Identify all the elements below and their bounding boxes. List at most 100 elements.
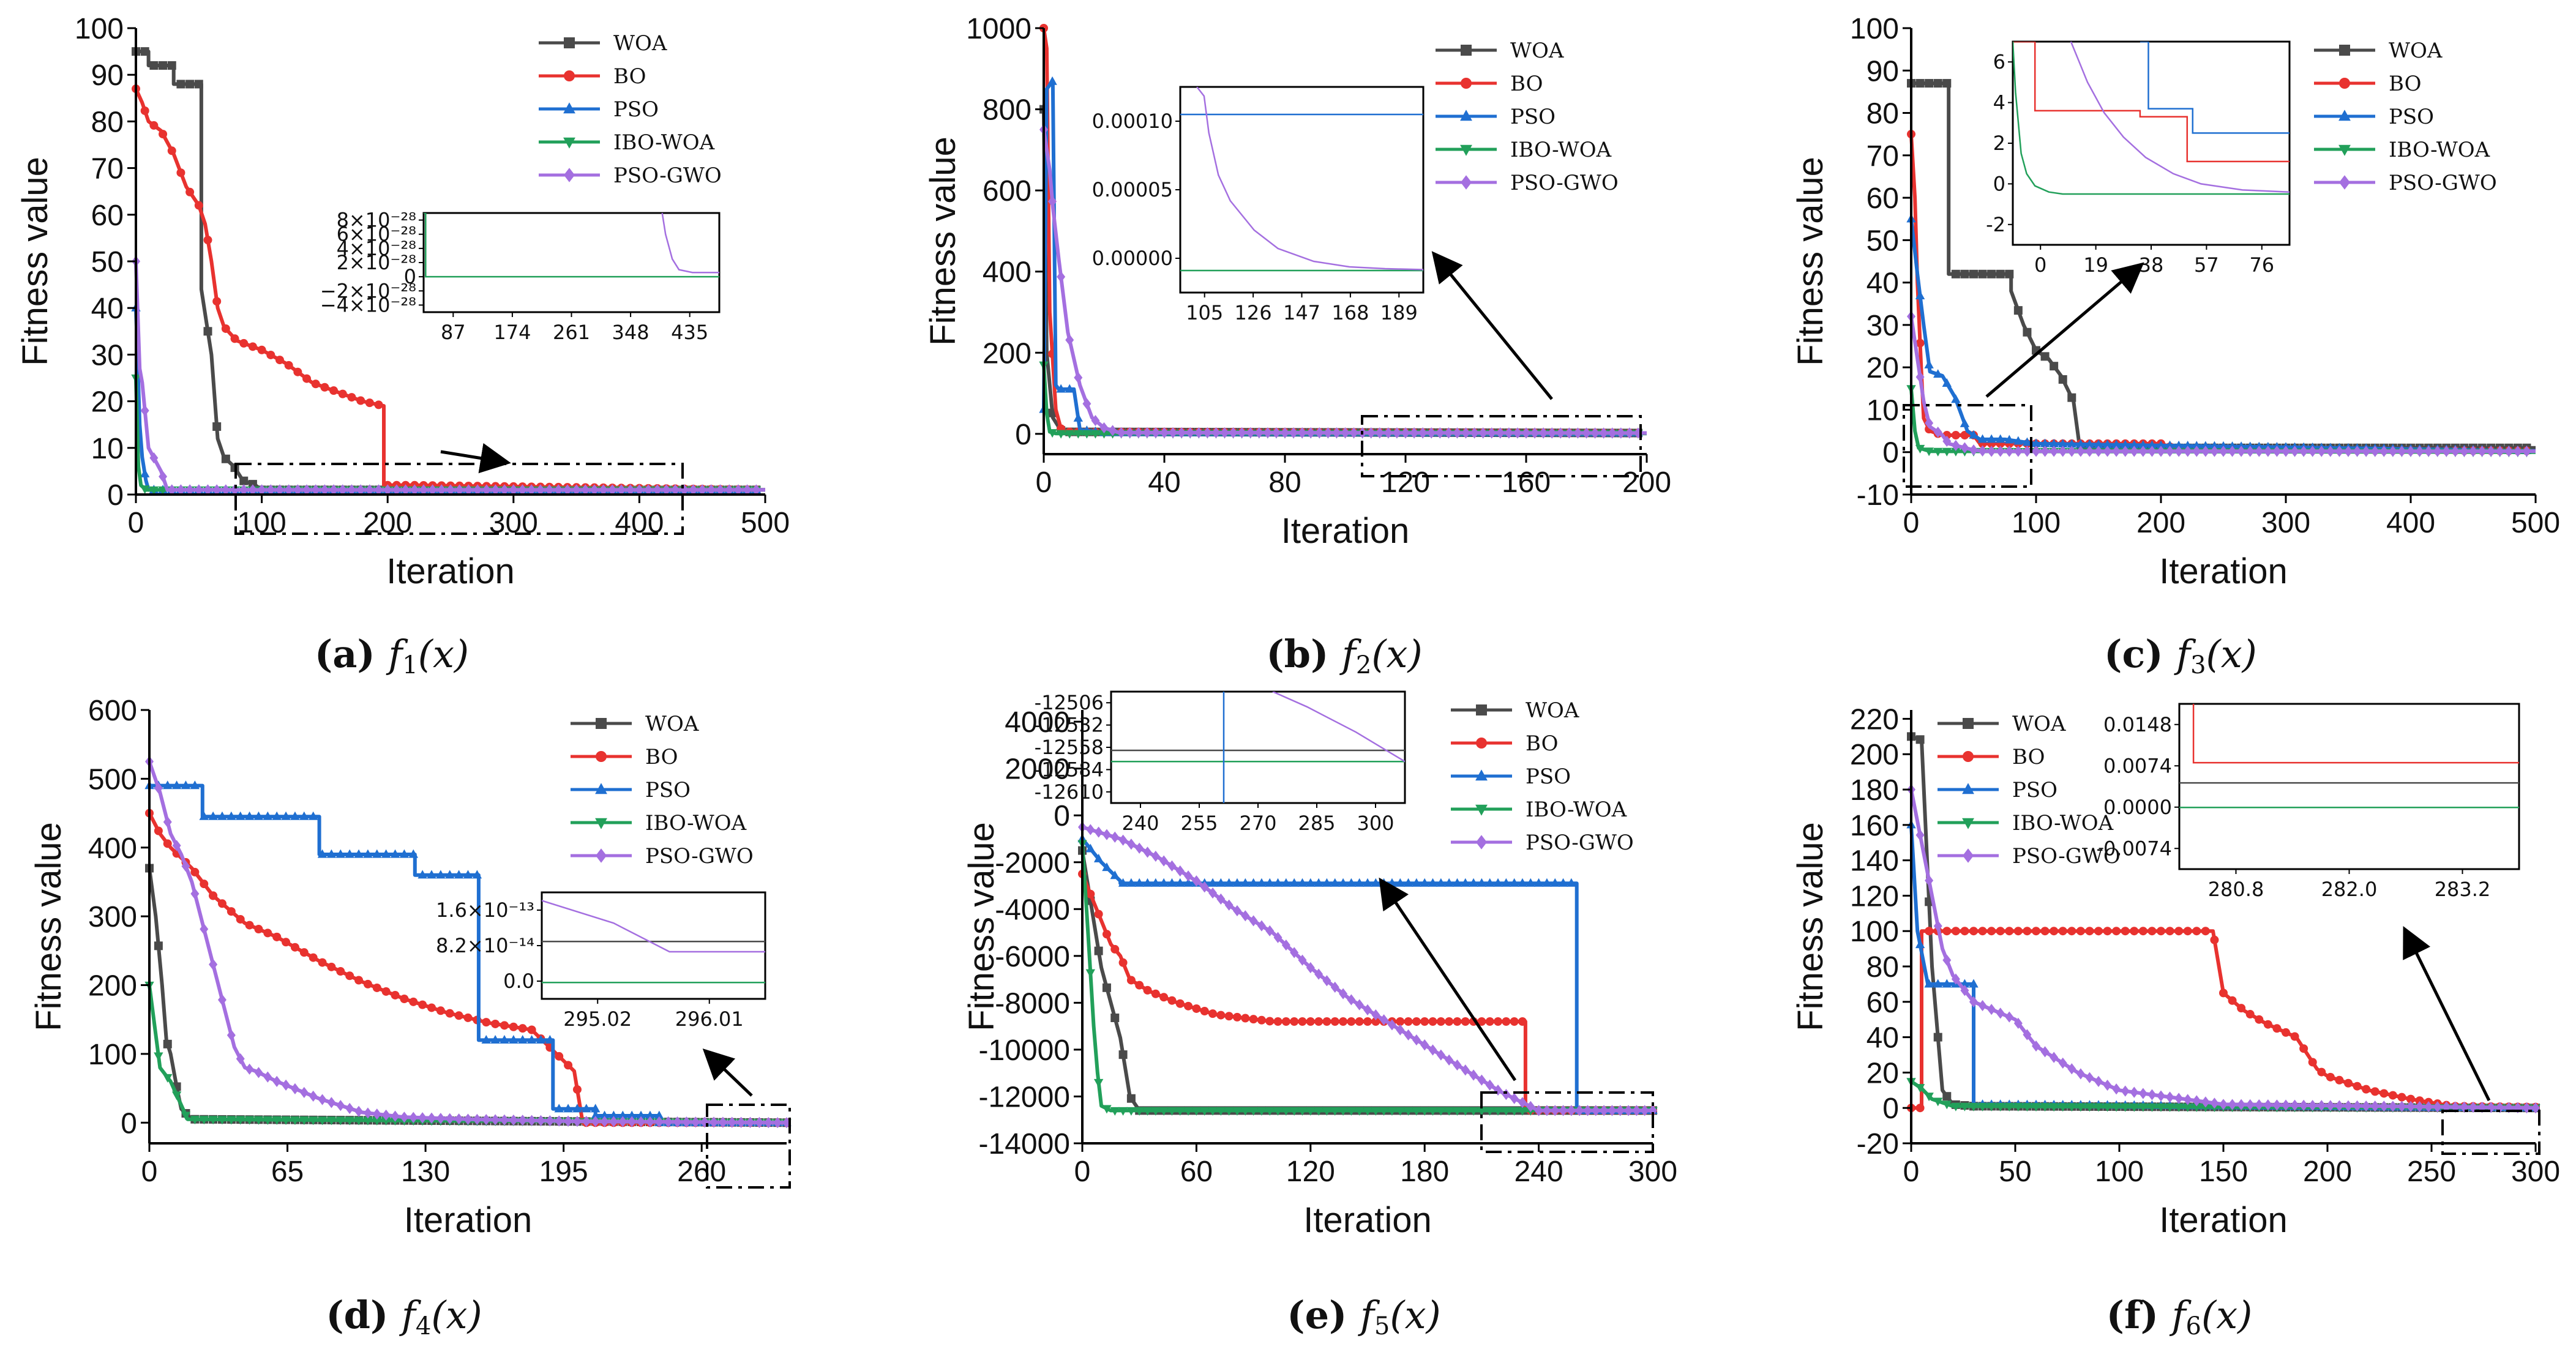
y-tick-label: 80 [91, 106, 124, 138]
data-point [2076, 927, 2085, 936]
data-point [1469, 1069, 1478, 1081]
data-point [176, 80, 185, 89]
zoom-region-box [1903, 404, 2032, 488]
data-point [1600, 1105, 1609, 1116]
data-point [1436, 1049, 1445, 1061]
y-tick-label: 100 [88, 1039, 137, 1071]
inset-y-tick-label: 2 [1993, 132, 2005, 155]
data-point [217, 811, 227, 820]
y-tick-label: 60 [1866, 987, 1899, 1019]
inset-y-tick-label: 4×10⁻²⁸ [337, 237, 416, 260]
x-tick-label: 80 [1268, 466, 1301, 499]
inset-line-pso-gwo [1272, 692, 1405, 763]
data-point [1126, 878, 1136, 887]
data-point [472, 870, 482, 879]
data-point [217, 994, 227, 1006]
data-point [418, 1000, 427, 1009]
data-point [2335, 446, 2344, 457]
series-markers-pso [144, 780, 792, 1126]
data-point [1159, 878, 1169, 887]
y-tick-label: 160 [1850, 810, 1899, 842]
data-point [253, 811, 264, 820]
data-point [1616, 427, 1625, 439]
data-point [555, 1052, 564, 1061]
data-point [1306, 1107, 1316, 1116]
data-point [481, 1035, 491, 1044]
series-markers-pso [1077, 834, 1658, 1115]
data-point [281, 1116, 291, 1125]
legend: WOA BO PSO IBO-WOA PSO-GWO [539, 31, 722, 188]
data-point [1151, 1107, 1161, 1116]
x-tick-label: 50 [1999, 1156, 2031, 1188]
data-point [239, 338, 249, 348]
data-point [374, 484, 383, 496]
data-point [627, 1110, 637, 1119]
data-point [2531, 1102, 2540, 1114]
data-point [2487, 1102, 2496, 1113]
data-point [2282, 1028, 2290, 1037]
data-point [536, 1035, 546, 1044]
data-point [1257, 1015, 1266, 1025]
data-point [363, 849, 373, 858]
y-tick-label: 70 [91, 153, 124, 185]
data-point [2085, 446, 2094, 457]
y-tick-label: 20 [91, 386, 124, 419]
data-point [572, 1085, 582, 1094]
data-point [154, 941, 163, 951]
data-point [1093, 853, 1104, 862]
data-point [600, 1116, 609, 1127]
data-point [1550, 878, 1560, 887]
panel-caption: (a) f1(x) [315, 632, 469, 679]
data-point [1396, 1024, 1405, 1036]
data-point [482, 484, 491, 496]
data-point [1590, 427, 1600, 439]
inset-x-tick-label: 126 [1235, 301, 1272, 324]
inset-x-tick-label: 282.0 [2321, 878, 2378, 901]
data-point [345, 1102, 354, 1115]
data-point [1194, 427, 1204, 439]
inset-y-tick-label: -12610 [1035, 780, 1104, 804]
data-point [2290, 1032, 2299, 1041]
data-point [1306, 878, 1316, 887]
data-point [1924, 359, 1934, 368]
data-point [2442, 1101, 2451, 1113]
y-tick-label: -12000 [979, 1081, 1070, 1113]
data-point [190, 1116, 200, 1125]
data-point [1924, 447, 1934, 457]
data-point [171, 1091, 182, 1100]
inset-x-tick-label: 38 [2139, 253, 2164, 277]
data-point [2058, 927, 2067, 936]
inset-y-tick-label: −2×10⁻²⁸ [320, 279, 416, 302]
data-point [365, 398, 374, 408]
data-point [336, 967, 345, 976]
data-point [2397, 1093, 2406, 1102]
series-markers-pso-gwo [1039, 124, 1642, 439]
data-point [1915, 444, 1925, 454]
data-point [1371, 878, 1381, 887]
data-point [2415, 446, 2424, 457]
data-point [2013, 1103, 2023, 1112]
data-point [2076, 439, 2086, 448]
data-point [2219, 1099, 2228, 1110]
chart-panel-3: 0 100 200 300 400 500-10010203040506070809010… [1791, 13, 2560, 679]
data-point [2103, 927, 2112, 936]
data-point [1203, 427, 1212, 439]
legend-label: PSO [613, 97, 659, 122]
panel-caption: (b) f2(x) [1266, 632, 1422, 679]
legend-label: IBO-WOA [613, 130, 715, 155]
x-tick-label: 195 [539, 1156, 588, 1188]
data-point [239, 484, 249, 496]
inset-x-tick-label: 105 [1186, 301, 1223, 324]
inset-y-tick-label: 0 [1993, 172, 2005, 195]
inset-x-tick-label: 300 [1357, 812, 1394, 835]
data-point [203, 484, 212, 496]
data-point [1915, 735, 1925, 744]
series-line-ibo-woa [134, 378, 765, 492]
data-point [563, 484, 572, 496]
y-tick-label: 400 [88, 832, 137, 865]
data-point [2032, 446, 2040, 457]
y-tick-label: 0 [1882, 437, 1899, 469]
data-point [591, 1110, 601, 1119]
data-point [454, 870, 464, 879]
data-point [1969, 1102, 1979, 1111]
